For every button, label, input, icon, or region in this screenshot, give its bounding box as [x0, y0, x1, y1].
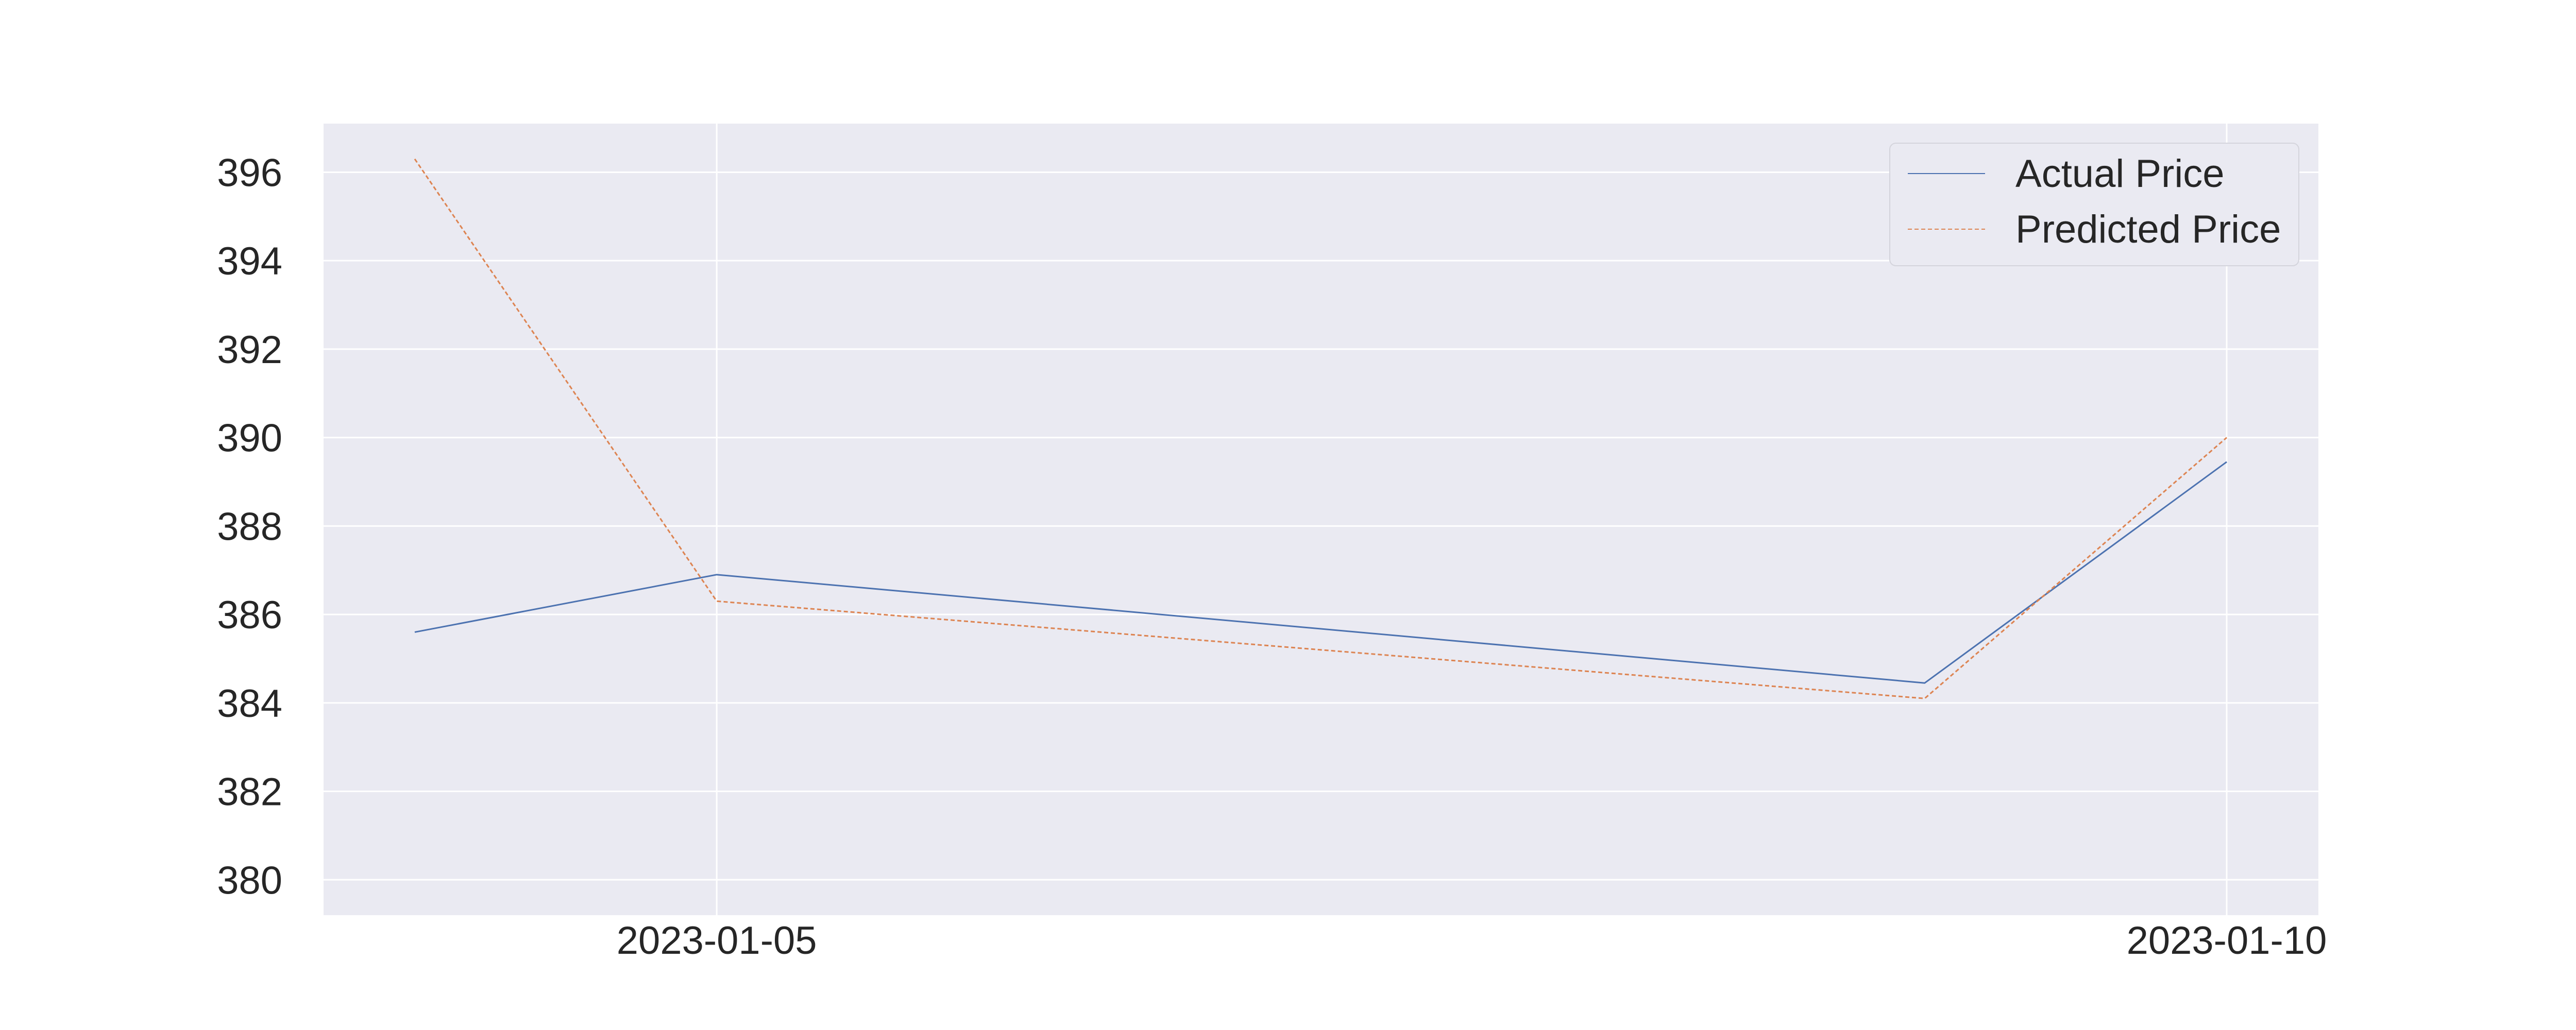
- legend-label-actual-price: Actual Price: [2015, 152, 2225, 196]
- y-tick-label: 388: [217, 505, 282, 548]
- y-tick-label: 382: [217, 770, 282, 814]
- legend-box: [1889, 143, 2299, 266]
- y-tick-label: 394: [217, 239, 282, 283]
- x-tick-label: 2023-01-10: [2127, 919, 2327, 963]
- y-tick-label: 386: [217, 593, 282, 637]
- y-tick-label: 390: [217, 417, 282, 460]
- y-tick-label: 392: [217, 328, 282, 372]
- x-tick-label: 2023-01-05: [617, 919, 817, 963]
- y-tick-label: 384: [217, 682, 282, 726]
- series-line-actual-price: [414, 461, 2227, 684]
- legend-label-predicted-price: Predicted Price: [2015, 208, 2281, 251]
- y-tick-label: 380: [217, 859, 282, 902]
- y-axis-ticks: 380 382 384 386 388 390 392 394 396: [217, 151, 282, 902]
- grid-lines: [324, 124, 2318, 915]
- series-line-predicted-price: [414, 158, 2227, 699]
- legend: Actual Price Predicted Price: [1889, 143, 2299, 266]
- y-tick-label: 396: [217, 151, 282, 195]
- series-lines: [414, 158, 2227, 699]
- x-axis-ticks: 2023-01-05 2023-01-10: [617, 919, 2327, 963]
